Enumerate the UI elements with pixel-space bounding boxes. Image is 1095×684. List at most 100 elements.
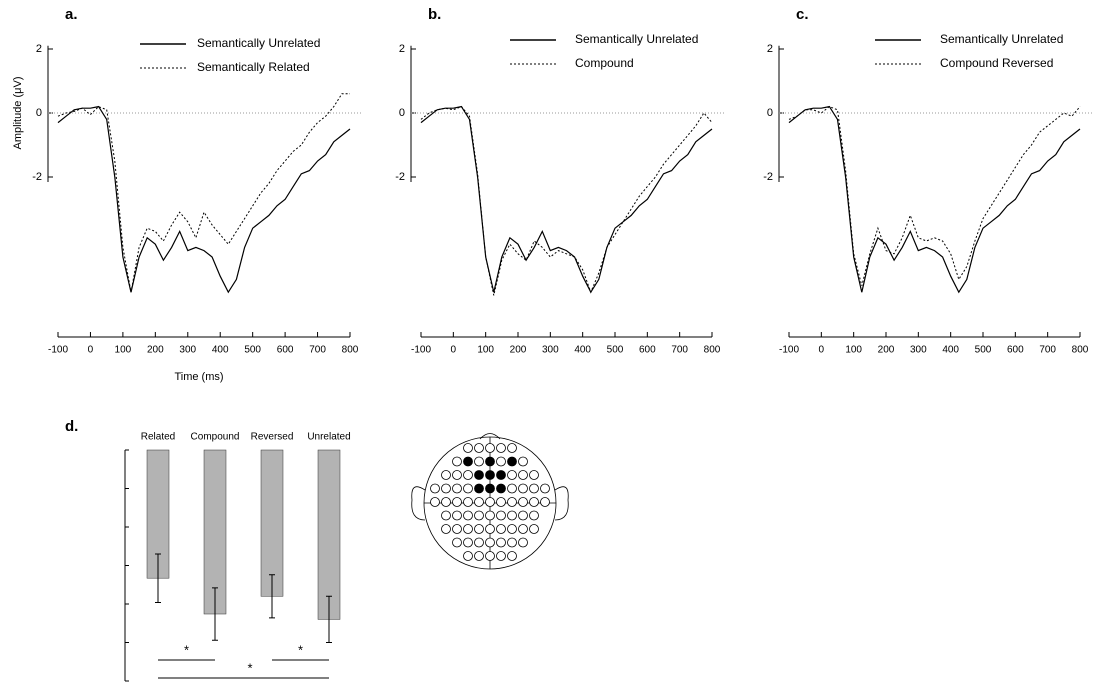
electrode [463,443,473,453]
x-tick-label: 300 [179,345,196,356]
electrode [507,483,517,494]
electrode [452,510,462,521]
electrode [529,470,539,480]
series-line [57,105,351,294]
x-tick-label: 0 [819,345,825,356]
electrode [441,510,451,521]
category-label: Reversed [251,432,294,443]
legend-label: Semantically Related [197,60,310,74]
y-tick-label: -2 [32,171,42,183]
significance-label: * [298,642,303,657]
error-bar [269,574,275,619]
electrode [518,483,528,494]
x-tick-label: 700 [1039,345,1056,356]
y-tick-label: -2 [763,171,773,183]
electrode [474,470,484,480]
panel-label: b. [428,6,441,23]
panel-label: a. [65,6,78,23]
x-tick-label: -100 [411,345,431,356]
electrode [518,470,528,480]
x-tick-label: -100 [48,345,68,356]
electrode [529,524,539,534]
electrode [507,497,517,507]
electrode [474,510,484,521]
electrode [452,537,462,548]
electrode [430,483,440,494]
electrode [496,551,506,561]
electrode [496,483,506,494]
x-tick-label: 400 [212,345,229,356]
y-axis-label: Amplitude (μV) [12,77,24,150]
electrode [463,537,473,548]
electrode [474,497,484,507]
electrode [518,524,528,534]
x-tick-label: 300 [910,345,927,356]
x-tick-label: 400 [942,345,959,356]
x-tick-label: 0 [451,345,457,356]
electrode [518,497,528,507]
electrode [496,537,506,548]
x-tick-label: 600 [277,345,294,356]
x-tick-label: 100 [477,345,494,356]
electrode [441,483,451,494]
series-line [420,105,713,294]
electrode [485,524,495,534]
electrode [507,551,517,561]
x-tick-label: 700 [671,345,688,356]
electrode [452,456,462,467]
legend-label: Compound [575,56,634,70]
x-tick-label: 800 [704,345,721,356]
panel-label: c. [796,6,809,23]
x-tick-label: 200 [510,345,527,356]
electrode [496,497,506,507]
electrode [463,483,473,494]
electrode [496,443,506,453]
electrode [474,456,484,467]
x-tick-label: 800 [342,345,359,356]
electrode [529,497,539,507]
electrode [485,470,495,480]
x-tick-label: 600 [1007,345,1024,356]
legend-label: Semantically Unrelated [940,32,1063,46]
electrode [507,524,517,534]
series-line [420,106,713,296]
category-label: Compound [191,432,240,443]
x-axis-label: Time (ms) [174,371,223,383]
electrode [518,510,528,521]
legend-label: Compound Reversed [940,56,1053,70]
x-tick-label: 800 [1072,345,1089,356]
y-tick-label: 2 [36,43,42,55]
significance-label: * [184,642,189,657]
electrode [507,456,517,467]
x-tick-label: 500 [607,345,624,356]
electrode [529,483,539,494]
error-bar [155,553,161,603]
panel-label: d. [65,418,78,435]
electrode [463,510,473,521]
electrode [441,497,451,507]
category-label: Related [141,432,175,443]
x-tick-label: 600 [639,345,656,356]
electrode [474,443,484,453]
electrode [496,524,506,534]
x-tick-label: 200 [878,345,895,356]
y-tick-label: 0 [767,107,773,119]
x-tick-label: 100 [115,345,132,356]
electrode [474,551,484,561]
series-line [788,106,1081,286]
electrode [474,524,484,534]
electrode [507,443,517,453]
electrode [463,524,473,534]
x-tick-label: 500 [975,345,992,356]
electrode [496,510,506,521]
electrode [452,497,462,507]
y-tick-label: 2 [399,43,405,55]
electrode [474,483,484,494]
electrode [485,510,495,521]
electrode [496,470,506,480]
electrode [452,470,462,480]
y-tick-label: -2 [395,171,405,183]
y-tick-label: 0 [399,107,405,119]
